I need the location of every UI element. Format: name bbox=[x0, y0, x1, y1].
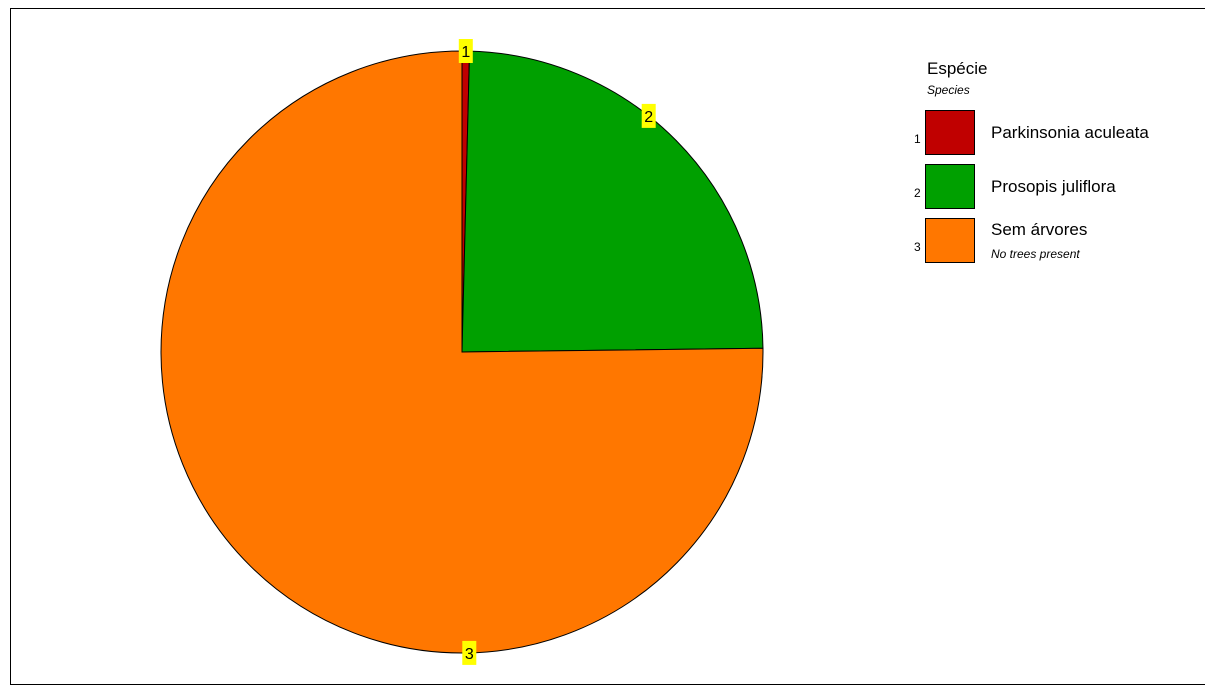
pie-slices bbox=[160, 50, 764, 654]
slice-label-bg bbox=[458, 39, 473, 63]
chart-frame: 1 2 3 Espécie Species 1 Parkinsonia aculea… bbox=[10, 8, 1205, 685]
slice-label-2: 2 bbox=[644, 109, 653, 126]
pie-slice-2 bbox=[461, 50, 764, 353]
legend-item-sublabel: No trees present bbox=[991, 247, 1080, 261]
legend-title: Espécie bbox=[927, 59, 988, 78]
legend-item-label: Prosopis juliflora bbox=[991, 177, 1116, 196]
legend-item-label: Sem árvores bbox=[991, 220, 1088, 239]
legend-item-prosopis: 2 Prosopis juliflora bbox=[911, 164, 1205, 214]
legend-swatch bbox=[925, 110, 975, 155]
slice-label-bg bbox=[641, 103, 656, 128]
pie-slice-3 bbox=[160, 50, 764, 654]
legend-item-number: 1 bbox=[914, 132, 921, 146]
slice-label-bg bbox=[462, 640, 477, 665]
slice-label-3: 3 bbox=[465, 646, 474, 663]
legend-item-number: 3 bbox=[914, 240, 921, 254]
legend-item-parkinsonia: 1 Parkinsonia aculeata bbox=[911, 110, 1205, 160]
legend-item-label: Parkinsonia aculeata bbox=[991, 123, 1149, 142]
legend-swatch bbox=[925, 164, 975, 209]
legend-swatch bbox=[925, 218, 975, 263]
pie-slice-labels: 1 2 3 bbox=[458, 39, 656, 665]
legend-item-number: 2 bbox=[914, 186, 921, 200]
legend-item-sem-arvores: 3 Sem árvores No trees present bbox=[911, 218, 1205, 268]
slice-label-1: 1 bbox=[461, 44, 470, 61]
legend-subtitle: Species bbox=[927, 83, 970, 97]
pie-chart: 1 2 3 bbox=[160, 39, 764, 665]
